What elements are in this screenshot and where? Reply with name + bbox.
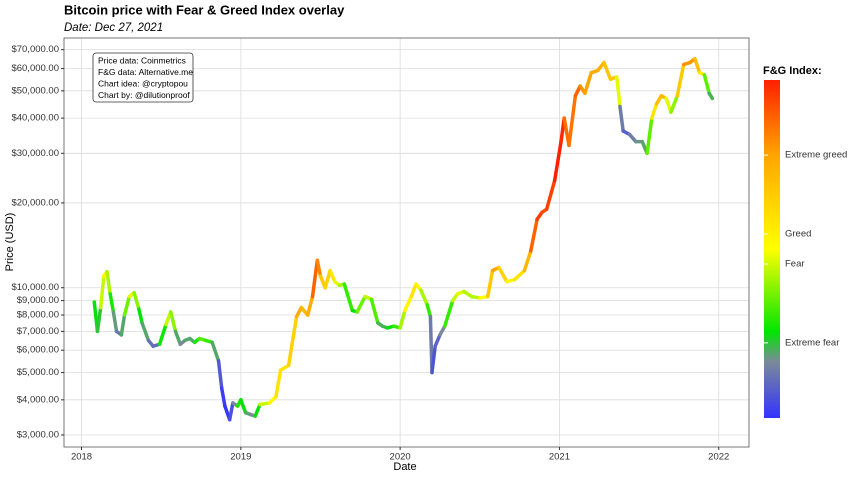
price-segment: [137, 307, 144, 325]
price-segment: [328, 268, 337, 284]
price-segment: [567, 94, 578, 148]
price-segment: [310, 258, 320, 299]
x-axis-label: Date: [393, 461, 416, 473]
price-segment: [425, 303, 433, 319]
y-axis-label: Price (USD): [4, 213, 16, 272]
colorbar-label: Extreme fear: [785, 337, 839, 348]
price-segment: [552, 139, 563, 183]
price-segment: [108, 292, 116, 314]
price-segment: [485, 268, 495, 299]
x-tick-label: 2022: [708, 452, 729, 463]
price-segment: [216, 359, 224, 390]
legend-title: F&G Index:: [763, 65, 822, 77]
colorbar: [764, 80, 780, 418]
price-segment: [409, 282, 418, 299]
y-tick-label: $70,000.00: [11, 44, 59, 55]
price-segment: [219, 386, 227, 408]
price-segment: [274, 368, 283, 399]
annotation-box: [92, 52, 194, 103]
y-tick-label: $4,000.00: [17, 394, 59, 405]
y-tick-label: $40,000.00: [11, 113, 59, 124]
colorbar-label: Greed: [785, 228, 811, 239]
price-segment: [702, 73, 711, 96]
price-segment: [693, 56, 702, 75]
annotation: Chart idea: @cryptopou: [98, 78, 188, 88]
price-segment: [369, 297, 380, 325]
price-segment: [122, 294, 132, 317]
price-segment: [433, 333, 442, 348]
plot-border: [63, 37, 750, 448]
plot-panel: [64, 38, 749, 447]
y-tick-label: $7,000.00: [17, 326, 59, 337]
price-segment: [442, 298, 455, 328]
x-tick-label: 2019: [230, 452, 251, 463]
x-tick-label: 2021: [549, 452, 570, 463]
price-segment: [315, 258, 323, 278]
price-segment: [355, 294, 367, 314]
y-tick-label: $8,000.00: [17, 310, 59, 321]
x-tick-label: 2018: [71, 452, 92, 463]
price-segment: [342, 282, 355, 313]
price-segment: [132, 290, 141, 311]
y-tick-label: $9,000.00: [17, 295, 59, 306]
price-segment: [419, 288, 429, 307]
price-segment: [645, 116, 654, 156]
price-segment: [583, 70, 594, 96]
price-segment: [618, 104, 625, 133]
annotation: Price data: Coinmetrics: [98, 55, 186, 65]
price-segment: [513, 268, 527, 282]
price-segment: [305, 294, 315, 317]
y-tick-label: $20,000.00: [11, 197, 59, 208]
y-tick-label: $60,000.00: [11, 63, 59, 74]
price-segment: [286, 314, 299, 368]
price-segment: [253, 402, 262, 418]
price-segment: [398, 308, 407, 330]
price-segment: [650, 101, 659, 120]
y-tick-label: $30,000.00: [11, 148, 59, 159]
annotation: Chart by: @dilutionproof: [98, 90, 190, 100]
colorbar-label: Extreme greed: [785, 150, 847, 161]
price-segment: [95, 305, 103, 334]
price-segment: [529, 217, 539, 253]
chart-subtitle: Date: Dec 27, 2021: [64, 22, 163, 34]
price-segment: [522, 249, 533, 273]
price-segment: [675, 62, 686, 98]
chart-title: Bitcoin price with Fear & Greed Index ov…: [64, 2, 345, 17]
y-tick-label: $50,000.00: [11, 85, 59, 96]
price-line: [92, 56, 715, 422]
price-segment: [544, 178, 557, 211]
price-segment: [105, 269, 112, 296]
y-tick-label: $5,000.00: [17, 367, 59, 378]
price-segment: [323, 268, 332, 290]
y-tick-label: $3,000.00: [17, 430, 59, 441]
price-segment: [403, 294, 414, 313]
price-segment: [111, 310, 119, 334]
price-segment: [173, 329, 183, 346]
y-tick-label: $6,000.00: [17, 345, 59, 356]
price-segment: [615, 75, 622, 109]
price-segment: [98, 274, 106, 310]
price-segment: [497, 265, 509, 284]
grid: [64, 38, 749, 447]
price-segment: [157, 322, 168, 346]
price-segment: [140, 321, 151, 343]
y-tick-label: $10,000.00: [11, 282, 59, 293]
annotation: F&G data: Alternative.me: [98, 67, 193, 77]
price-segment: [239, 398, 248, 415]
colorbar-label: Fear: [785, 259, 805, 270]
price-segment: [430, 344, 437, 375]
x-tick-label: 2020: [390, 452, 411, 463]
price-segment: [602, 60, 613, 81]
price-segment: [669, 94, 680, 114]
price-segment: [227, 401, 235, 422]
price-segment: [119, 313, 127, 337]
price-segment: [707, 91, 715, 101]
price-segment: [168, 310, 178, 334]
price-segment: [210, 340, 221, 363]
